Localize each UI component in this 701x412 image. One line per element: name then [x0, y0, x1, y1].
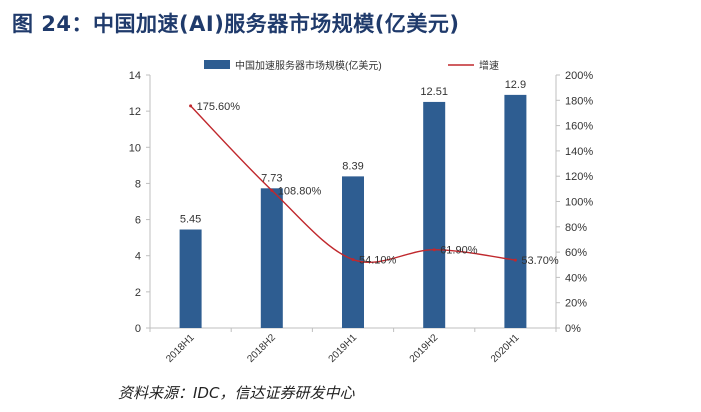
growth-value-label: 54.10%: [359, 255, 397, 267]
bar-value-label: 12.51: [420, 86, 448, 98]
bar-value-label: 5.45: [180, 214, 201, 226]
y-left-tick-label: 12: [129, 106, 141, 118]
y-right-tick-label: 0%: [565, 323, 581, 335]
y-left-tick-label: 10: [129, 142, 141, 154]
legend-bar-label: 中国加速服务器市场规模(亿美元): [235, 59, 382, 72]
bar-value-label: 7.73: [261, 172, 282, 184]
x-tick-label: 2020H1: [489, 332, 522, 365]
y-left-tick-label: 6: [135, 215, 141, 227]
figure-source: 资料来源：IDC，信达证券研发中心: [118, 384, 355, 402]
x-tick-label: 2019H1: [327, 332, 360, 365]
y-left-tick-label: 4: [135, 251, 141, 263]
legend-line-label: 增速: [479, 59, 499, 72]
y-left-tick-label: 2: [135, 287, 141, 299]
y-right-tick-label: 160%: [565, 121, 593, 133]
growth-point: [189, 104, 193, 108]
y-right-tick-label: 100%: [565, 197, 593, 209]
y-right-tick-label: 120%: [565, 171, 593, 183]
bar-value-label: 8.39: [342, 160, 363, 172]
y-right-tick-label: 20%: [565, 298, 587, 310]
bar-value-label: 12.9: [505, 79, 526, 91]
figure-title: 图 24：中国加速(AI)服务器市场规模(亿美元): [12, 12, 460, 36]
growth-point: [270, 188, 274, 192]
growth-value-label: 61.90%: [440, 245, 478, 257]
x-tick-label: 2018H2: [245, 332, 278, 365]
growth-value-label: 175.60%: [197, 101, 241, 113]
growth-value-label: 108.80%: [278, 185, 322, 197]
bar: [423, 101, 446, 329]
y-right-tick-label: 60%: [565, 247, 587, 259]
legend-bar-swatch: [204, 60, 230, 69]
growth-value-label: 53.70%: [521, 255, 559, 267]
y-right-tick-label: 140%: [565, 146, 593, 158]
bar: [260, 188, 283, 328]
y-right-tick-label: 180%: [565, 95, 593, 107]
y-left-tick-label: 0: [135, 323, 141, 335]
growth-point: [351, 258, 355, 262]
y-right-tick-label: 80%: [565, 222, 587, 234]
y-left-tick-label: 8: [135, 178, 141, 190]
growth-point: [432, 248, 436, 252]
x-tick-label: 2018H1: [164, 332, 197, 365]
x-tick-label: 2019H2: [408, 332, 441, 365]
bar: [179, 229, 202, 328]
y-left-tick-label: 14: [129, 70, 141, 82]
y-right-tick-label: 40%: [565, 272, 587, 284]
y-right-tick-label: 200%: [565, 70, 593, 82]
growth-point: [513, 258, 517, 262]
bar: [504, 94, 527, 328]
bar: [342, 176, 364, 328]
